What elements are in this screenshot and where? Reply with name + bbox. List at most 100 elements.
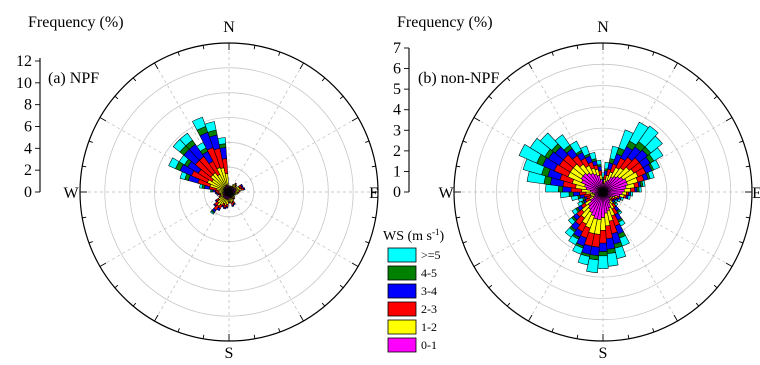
petal-5 <box>597 255 609 269</box>
grid-spoke <box>228 62 304 193</box>
degree-tick <box>695 302 700 307</box>
petal-34 <box>243 187 246 191</box>
degree-tick <box>321 77 326 82</box>
grid-spoke <box>228 191 304 322</box>
petal-23 <box>238 190 241 193</box>
degree-tick <box>321 302 326 307</box>
petal-5 <box>596 159 602 166</box>
panel-b-compass-s: S <box>599 345 608 360</box>
degree-tick <box>652 328 655 333</box>
degree-tick <box>725 262 733 267</box>
panel-b-compass-e: E <box>752 185 760 202</box>
petal-34 <box>215 191 218 195</box>
degree-tick <box>154 314 159 322</box>
grid-spoke <box>228 191 359 267</box>
petal-5 <box>644 135 663 154</box>
radial-tick-label: 0 <box>393 184 401 201</box>
petal-34 <box>597 166 602 172</box>
degree-tick <box>99 117 107 122</box>
degree-tick <box>576 334 579 339</box>
petal-34 <box>222 206 227 210</box>
radial-tick-label: 10 <box>16 75 32 92</box>
petal-5 <box>539 132 559 151</box>
grid-ring <box>129 92 329 292</box>
legend-swatch <box>387 301 417 317</box>
petal-12 <box>234 192 238 195</box>
petal-34 <box>231 204 235 207</box>
degree-tick <box>462 241 467 244</box>
degree-tick <box>114 95 119 100</box>
degree-tick <box>278 328 281 333</box>
petal-23 <box>598 170 603 176</box>
petal-12 <box>623 187 631 193</box>
degree-tick <box>88 241 93 244</box>
degree-tick <box>713 95 718 100</box>
legend-title: WS (m s-1) <box>383 227 445 244</box>
degree-tick <box>114 284 119 289</box>
petal-45 <box>568 191 574 197</box>
legend-swatch <box>387 283 417 299</box>
degree-tick <box>299 314 304 322</box>
grid-ring <box>496 85 710 299</box>
degree-tick <box>739 241 744 244</box>
petal-5 <box>580 145 590 157</box>
degree-tick <box>473 262 481 267</box>
grid-ring <box>104 67 354 317</box>
petal-23 <box>599 229 607 244</box>
degree-tick <box>745 216 750 219</box>
degree-tick <box>725 117 733 122</box>
petal-5 <box>638 125 659 148</box>
panel-a-compass-n: N <box>223 19 235 36</box>
degree-tick <box>488 284 493 289</box>
degree-tick <box>673 62 678 70</box>
radial-tick-label: 6 <box>24 119 32 136</box>
degree-tick <box>177 328 180 333</box>
degree-tick <box>132 302 137 307</box>
degree-tick <box>339 95 344 100</box>
radial-tick-label: 12 <box>16 53 32 70</box>
petal-23 <box>579 191 587 196</box>
degree-tick <box>745 165 750 168</box>
panel-b-frequency-label: Frequency (%) <box>397 14 493 31</box>
petal-5 <box>192 116 207 131</box>
radial-tick-label: 0 <box>24 184 32 201</box>
petal-5 <box>572 244 584 255</box>
degree-tick <box>456 216 461 219</box>
petal-5 <box>638 186 642 193</box>
petal-5 <box>586 258 599 273</box>
radial-tick-label: 4 <box>24 140 32 157</box>
petal-5 <box>567 217 576 226</box>
radial-tick-label: 7 <box>393 40 401 57</box>
petal-5 <box>630 191 634 197</box>
panel-b-rose <box>453 42 753 342</box>
panel-a-radial-ticks: 0 2 4 6 8 10 12 <box>16 53 40 201</box>
degree-tick <box>506 302 511 307</box>
radial-tick-label: 2 <box>24 162 32 179</box>
legend: WS (m s-1) >=5 4-5 3-4 2-3 1-2 0-1 <box>383 227 445 356</box>
radial-tick-label: 8 <box>24 97 32 114</box>
degree-tick <box>365 241 370 244</box>
petal-5 <box>569 140 582 155</box>
petal-23 <box>234 182 238 186</box>
degree-tick <box>652 51 655 56</box>
petal-5 <box>649 159 660 171</box>
degree-tick <box>673 314 678 322</box>
panel-a-title: (a) NPF <box>48 70 99 87</box>
degree-tick <box>365 140 370 143</box>
degree-tick <box>88 140 93 143</box>
petal-23 <box>630 187 636 193</box>
panel-a-compass-s: S <box>225 345 234 360</box>
petal-23 <box>237 191 240 194</box>
legend-swatch <box>387 247 417 263</box>
petal-5 <box>560 191 570 199</box>
degree-tick <box>253 45 256 50</box>
legend-label: 3-4 <box>421 284 437 298</box>
degree-tick <box>202 45 205 50</box>
degree-tick <box>528 62 533 70</box>
degree-tick <box>132 77 137 82</box>
degree-tick <box>551 328 554 333</box>
petal-5 <box>168 157 180 170</box>
petal-5 <box>571 208 579 216</box>
degree-tick <box>177 51 180 56</box>
degree-tick <box>739 140 744 143</box>
